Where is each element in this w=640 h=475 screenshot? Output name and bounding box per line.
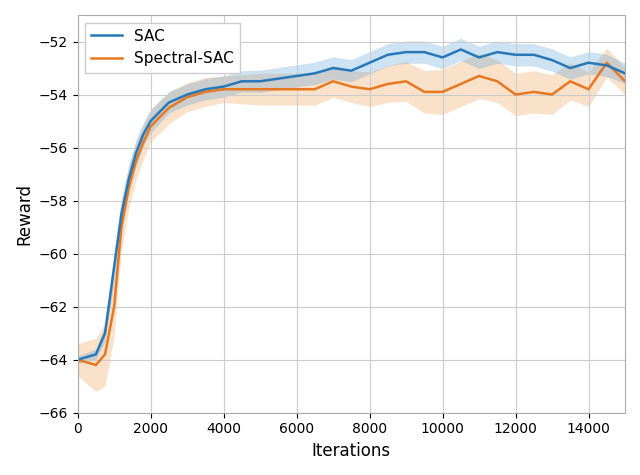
- SAC: [384, 52, 392, 57]
- SAC: [140, 132, 147, 137]
- SAC: [420, 49, 428, 55]
- SAC: [348, 68, 355, 74]
- SAC: [438, 55, 446, 60]
- Spectral-SAC: [165, 105, 173, 111]
- Line: SAC: SAC: [77, 49, 625, 360]
- SAC: [183, 92, 191, 97]
- SAC: [114, 238, 122, 243]
- Spectral-SAC: [132, 158, 140, 164]
- SAC: [275, 76, 282, 82]
- Y-axis label: Reward: Reward: [15, 183, 33, 245]
- Spectral-SAC: [202, 89, 209, 95]
- Spectral-SAC: [114, 264, 122, 270]
- Spectral-SAC: [548, 92, 556, 97]
- SAC: [92, 352, 100, 357]
- Spectral-SAC: [329, 78, 337, 84]
- Spectral-SAC: [512, 92, 520, 97]
- Spectral-SAC: [603, 60, 611, 66]
- SAC: [292, 73, 300, 79]
- SAC: [621, 70, 629, 76]
- Spectral-SAC: [348, 84, 355, 89]
- SAC: [110, 264, 118, 270]
- SAC: [476, 55, 483, 60]
- SAC: [493, 49, 501, 55]
- Spectral-SAC: [101, 352, 109, 357]
- Spectral-SAC: [275, 86, 282, 92]
- SAC: [132, 150, 140, 156]
- Spectral-SAC: [256, 86, 264, 92]
- Spectral-SAC: [140, 140, 147, 145]
- Spectral-SAC: [530, 89, 538, 95]
- SAC: [118, 211, 125, 217]
- SAC: [238, 78, 246, 84]
- SAC: [74, 357, 81, 362]
- SAC: [101, 330, 109, 336]
- SAC: [548, 57, 556, 63]
- Legend: SAC, Spectral-SAC: SAC, Spectral-SAC: [85, 23, 240, 73]
- SAC: [457, 47, 465, 52]
- SAC: [329, 65, 337, 71]
- SAC: [365, 60, 373, 66]
- Spectral-SAC: [311, 86, 319, 92]
- SAC: [311, 70, 319, 76]
- X-axis label: Iterations: Iterations: [312, 442, 391, 460]
- Line: Spectral-SAC: Spectral-SAC: [77, 63, 625, 365]
- Spectral-SAC: [125, 184, 132, 190]
- SAC: [165, 100, 173, 105]
- Spectral-SAC: [292, 86, 300, 92]
- Spectral-SAC: [183, 95, 191, 100]
- Spectral-SAC: [92, 362, 100, 368]
- Spectral-SAC: [402, 78, 410, 84]
- SAC: [202, 86, 209, 92]
- Spectral-SAC: [566, 78, 574, 84]
- SAC: [530, 52, 538, 57]
- SAC: [256, 78, 264, 84]
- SAC: [512, 52, 520, 57]
- Spectral-SAC: [147, 124, 154, 129]
- Spectral-SAC: [585, 86, 593, 92]
- Spectral-SAC: [493, 78, 501, 84]
- Spectral-SAC: [118, 224, 125, 230]
- Spectral-SAC: [457, 81, 465, 87]
- Spectral-SAC: [384, 81, 392, 87]
- SAC: [125, 177, 132, 182]
- Spectral-SAC: [365, 86, 373, 92]
- SAC: [220, 84, 227, 89]
- SAC: [566, 65, 574, 71]
- Spectral-SAC: [220, 86, 227, 92]
- Spectral-SAC: [110, 304, 118, 310]
- Spectral-SAC: [438, 89, 446, 95]
- SAC: [603, 63, 611, 68]
- Spectral-SAC: [238, 86, 246, 92]
- SAC: [585, 60, 593, 66]
- Spectral-SAC: [420, 89, 428, 95]
- Spectral-SAC: [621, 78, 629, 84]
- SAC: [402, 49, 410, 55]
- Spectral-SAC: [74, 357, 81, 362]
- SAC: [147, 118, 154, 124]
- Spectral-SAC: [476, 73, 483, 79]
